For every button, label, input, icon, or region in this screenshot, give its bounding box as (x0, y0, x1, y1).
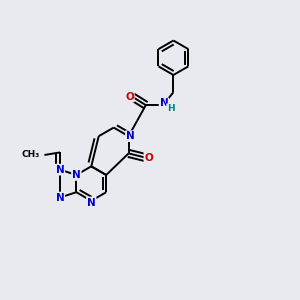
Text: N: N (126, 131, 135, 141)
Text: CH₃: CH₃ (21, 151, 39, 160)
Text: N: N (56, 193, 64, 202)
Text: N: N (87, 197, 96, 208)
Text: N: N (56, 165, 64, 175)
Text: O: O (144, 153, 153, 163)
Text: H: H (167, 104, 175, 113)
Text: N: N (72, 170, 81, 180)
Text: N: N (160, 98, 168, 108)
Text: O: O (125, 92, 134, 101)
